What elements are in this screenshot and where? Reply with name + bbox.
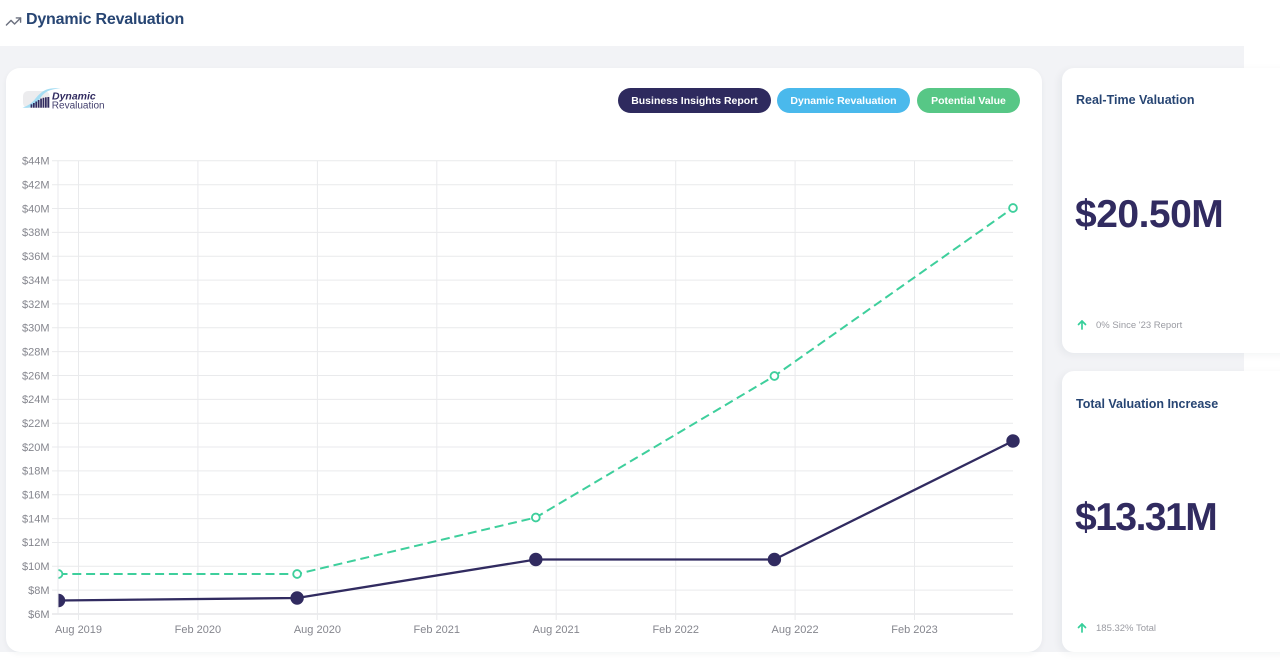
svg-text:Revaluation: Revaluation xyxy=(52,100,105,111)
svg-text:Feb 2020: Feb 2020 xyxy=(175,624,221,636)
svg-text:$44M: $44M xyxy=(22,156,50,168)
svg-text:$10M: $10M xyxy=(22,561,50,573)
svg-text:$16M: $16M xyxy=(22,490,50,502)
svg-text:Aug 2021: Aug 2021 xyxy=(533,624,580,636)
svg-text:$38M: $38M xyxy=(22,227,50,239)
svg-text:$14M: $14M xyxy=(22,513,50,525)
svg-text:$12M: $12M xyxy=(22,537,50,549)
svg-text:Feb 2021: Feb 2021 xyxy=(414,624,460,636)
svg-text:$24M: $24M xyxy=(22,394,50,406)
svg-text:$36M: $36M xyxy=(22,251,50,263)
svg-text:$34M: $34M xyxy=(22,275,50,287)
svg-text:Aug 2020: Aug 2020 xyxy=(294,624,341,636)
svg-text:$42M: $42M xyxy=(22,180,50,192)
svg-text:$28M: $28M xyxy=(22,346,50,358)
svg-text:Aug 2019: Aug 2019 xyxy=(55,624,102,636)
svg-text:Aug 2022: Aug 2022 xyxy=(772,624,819,636)
svg-text:$32M: $32M xyxy=(22,299,50,311)
svg-text:$26M: $26M xyxy=(22,370,50,382)
svg-text:Dynamic: Dynamic xyxy=(52,90,96,102)
svg-text:$20M: $20M xyxy=(22,442,50,454)
svg-text:$18M: $18M xyxy=(22,466,50,478)
svg-text:$6M: $6M xyxy=(28,609,49,621)
svg-text:$40M: $40M xyxy=(22,203,50,215)
svg-text:$30M: $30M xyxy=(22,323,50,335)
svg-text:Feb 2022: Feb 2022 xyxy=(652,624,698,636)
svg-text:$8M: $8M xyxy=(28,585,49,597)
svg-text:$22M: $22M xyxy=(22,418,50,430)
svg-text:Feb 2023: Feb 2023 xyxy=(891,624,937,636)
